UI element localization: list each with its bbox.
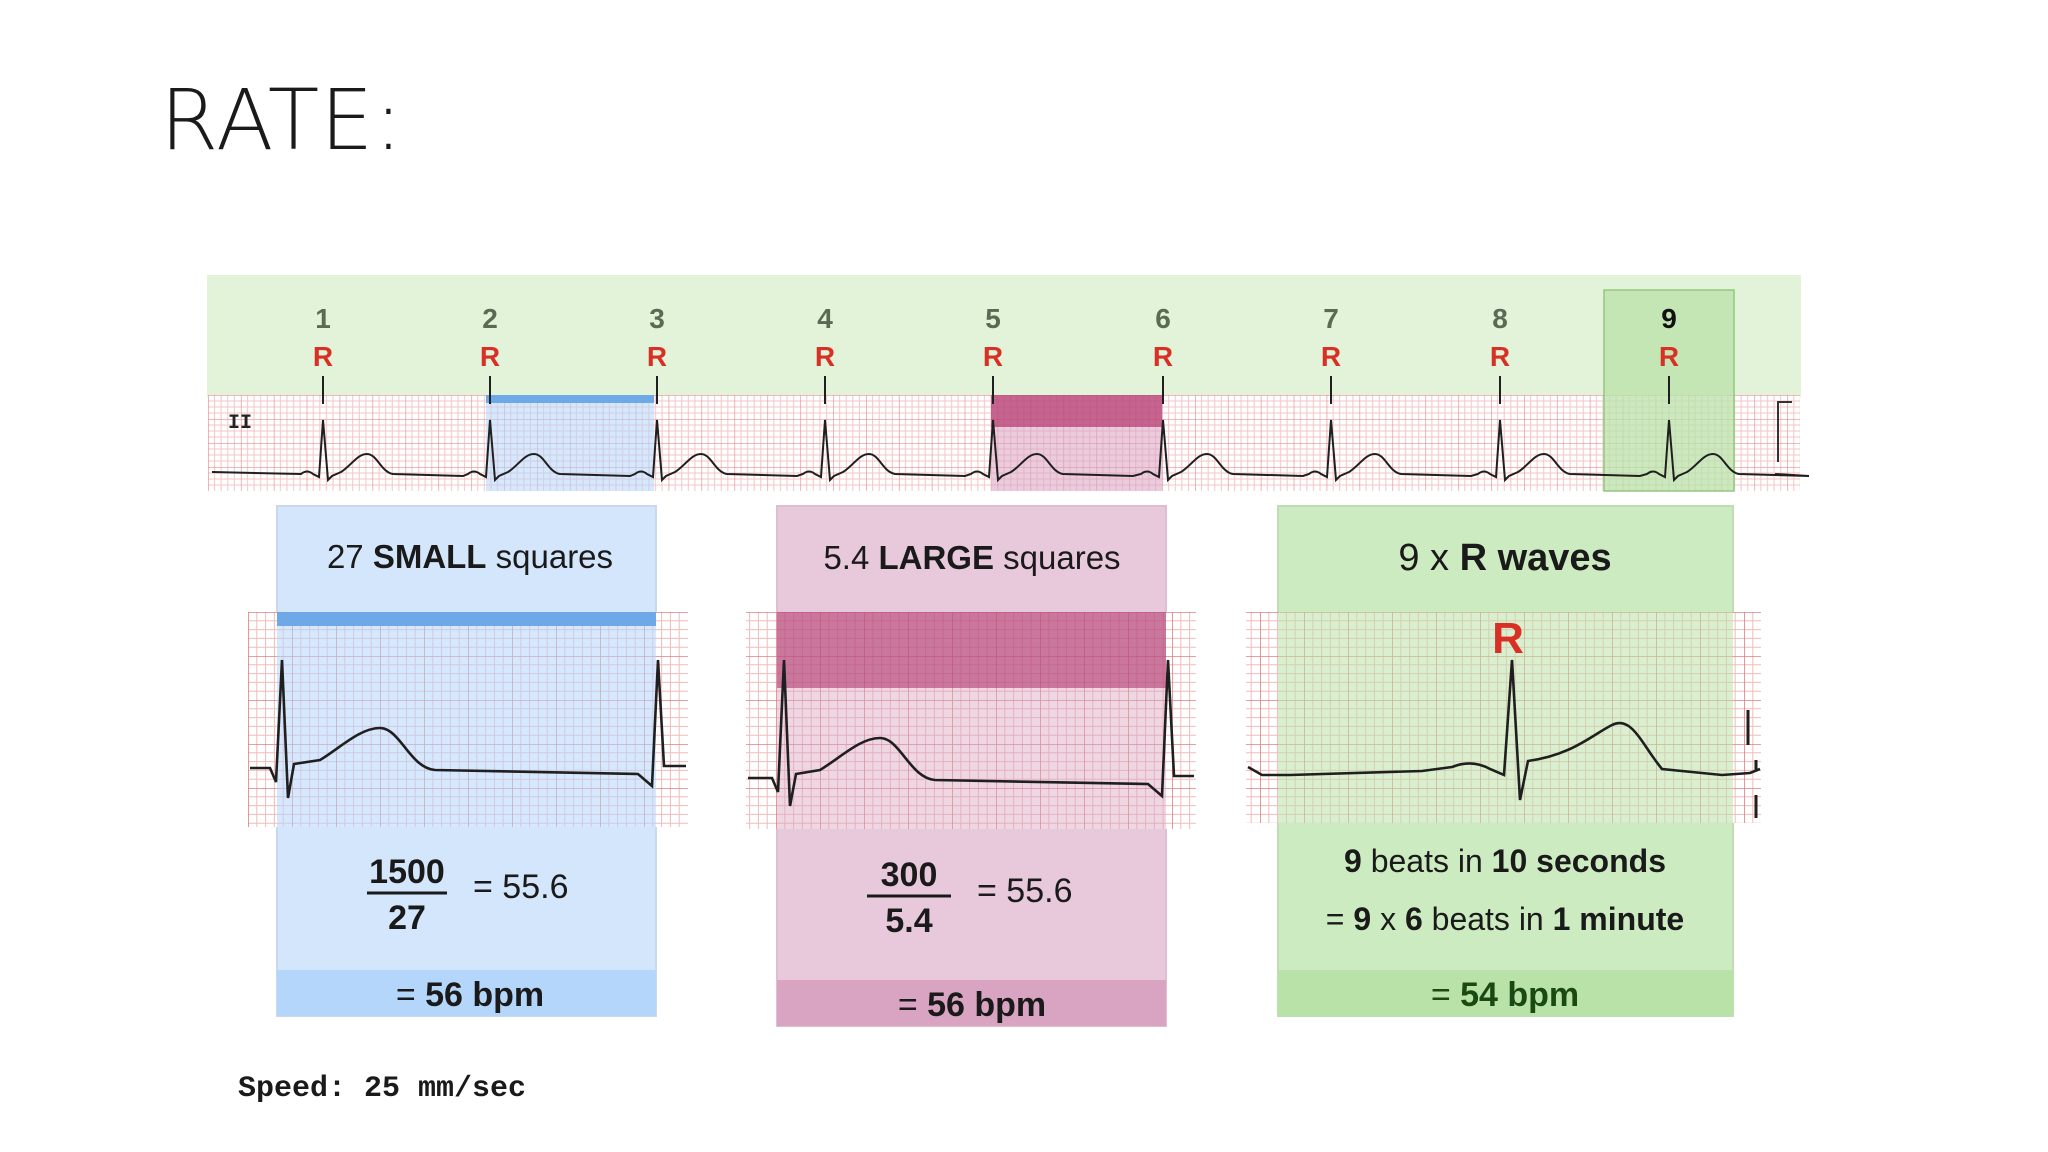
strip-highlight-small-bar [486, 395, 654, 403]
zoom-trace-rwaves [1247, 659, 1761, 801]
r-wave-label: R [983, 341, 1003, 372]
rwaves-line-1: 9 beats in 10 seconds [1344, 843, 1666, 879]
fraction-numerator-large: 300 [881, 856, 938, 894]
r-wave-label: R [1659, 341, 1679, 372]
panel-rwaves-heading: 9 x R waves [1398, 537, 1611, 579]
equals-large: = 55.6 [977, 872, 1072, 910]
calibration-mark [1777, 401, 1792, 462]
fraction-denominator-small: 27 [388, 899, 426, 937]
panel-small-heading: 27 SMALL squares [327, 538, 613, 575]
fraction-numerator-small: 1500 [369, 853, 445, 891]
r-wave-label: R [647, 341, 667, 372]
result-rwaves: = 54 bpm [1431, 976, 1579, 1014]
result-band-large [777, 980, 1166, 1026]
panel-r-waves: 9 x R waves R 9 beats in 10 seconds = 9 … [1246, 505, 1761, 1017]
r-wave-label: R [1153, 341, 1173, 372]
slide-title: RATE: [160, 71, 404, 169]
result-band-rwaves [1278, 970, 1733, 1016]
beat-markers: 1 R 2 R 3 R 4 R 5 R 6 R 7 R 8 R 9 R [313, 303, 1679, 404]
beat-number: 6 [1155, 303, 1171, 334]
ecg-strip-trace [211, 419, 1810, 483]
beat-number: 3 [649, 303, 665, 334]
beat-number: 8 [1492, 303, 1508, 334]
r-wave-label: R [1321, 341, 1341, 372]
r-wave-label: R [1490, 341, 1510, 372]
panel-large-squares: 5.4 LARGE squares 300 5.4 = 55.6 = 56 bp… [746, 505, 1196, 1027]
zoom-trace-small [250, 659, 686, 799]
result-small: = 56 bpm [396, 976, 544, 1014]
r-wave-label: R [313, 341, 333, 372]
fraction-denominator-large: 5.4 [885, 902, 932, 940]
zoom-trace-large [748, 659, 1194, 807]
result-band-small [277, 970, 656, 1016]
lead-label: II [228, 412, 252, 435]
beat-number: 2 [482, 303, 498, 334]
zoom-r-label: R [1492, 614, 1524, 663]
beat-number: 7 [1323, 303, 1339, 334]
strip-highlight-large-bar [991, 395, 1162, 427]
result-large: = 56 bpm [898, 986, 1046, 1024]
beat-number: 5 [985, 303, 1001, 334]
rwaves-line-2: = 9 x 6 beats in 1 minute [1326, 901, 1684, 937]
speed-label: Speed: 25 mm/sec [238, 1072, 526, 1106]
panel-large-heading: 5.4 LARGE squares [823, 539, 1120, 576]
strip-background [207, 275, 1801, 397]
r-wave-label: R [480, 341, 500, 372]
zoom-calibration-mark [1746, 710, 1758, 818]
panel-small-squares: 27 SMALL squares 1500 27 = 55.6 = 56 bpm [248, 505, 688, 1017]
beat-number: 9 [1661, 303, 1677, 334]
beat-number: 4 [817, 303, 833, 334]
equals-small: = 55.6 [473, 868, 568, 906]
beat-number: 1 [315, 303, 331, 334]
r-wave-label: R [815, 341, 835, 372]
